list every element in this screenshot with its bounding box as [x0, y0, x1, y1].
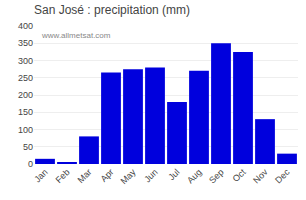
svg-text:Jul: Jul	[166, 167, 181, 182]
svg-text:100: 100	[18, 125, 33, 135]
svg-text:Jun: Jun	[142, 167, 159, 184]
svg-text:400: 400	[18, 21, 33, 31]
svg-text:Apr: Apr	[99, 167, 116, 184]
svg-text:Aug: Aug	[185, 167, 203, 185]
svg-text:Dec: Dec	[273, 167, 292, 186]
svg-text:Sep: Sep	[207, 167, 225, 185]
svg-text:Jan: Jan	[32, 167, 49, 184]
svg-text:Nov: Nov	[251, 167, 270, 186]
svg-text:250: 250	[18, 73, 33, 83]
svg-text:San José : precipitation (mm): San José : precipitation (mm)	[34, 3, 190, 17]
svg-text:Mar: Mar	[76, 167, 94, 185]
svg-text:0: 0	[28, 159, 33, 169]
svg-text:May: May	[118, 167, 137, 186]
svg-text:Oct: Oct	[231, 167, 248, 184]
svg-text:150: 150	[18, 107, 33, 117]
svg-text:300: 300	[18, 56, 33, 66]
svg-text:50: 50	[23, 142, 33, 152]
svg-text:200: 200	[18, 90, 33, 100]
svg-text:350: 350	[18, 38, 33, 48]
svg-text:Feb: Feb	[54, 167, 72, 185]
svg-text:www.allmetsat.com: www.allmetsat.com	[41, 31, 111, 40]
